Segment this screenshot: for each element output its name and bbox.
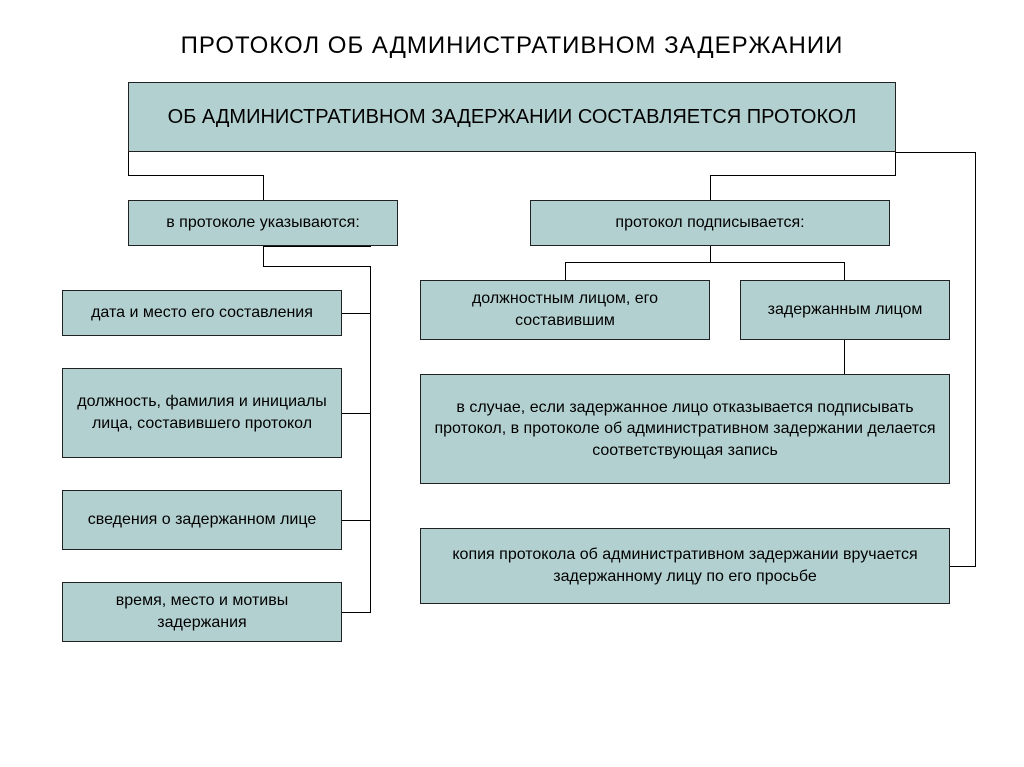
conn-root-right-v2 — [710, 175, 711, 200]
right-big-2: копия протокола об административном заде… — [420, 528, 950, 604]
root-box: ОБ АДМИНИСТРАТИВНОМ ЗАДЕРЖАНИИ СОСТАВЛЯЕ… — [128, 82, 896, 152]
right-header: протокол подписывается: — [530, 200, 890, 246]
left-item-3: время, место и мотивы задержания — [62, 582, 342, 642]
conn-root-left-v1 — [128, 152, 129, 176]
conn-root-left-v2 — [263, 175, 264, 200]
conn-lh-bus-v — [370, 266, 371, 612]
page-title: ПРОТОКОЛ ОБ АДМИНИСТРАТИВНОМ ЗАДЕРЖАНИИ — [0, 0, 1024, 60]
conn-l3 — [342, 612, 371, 613]
right-big-1: в случае, если задержанное лицо отказыва… — [420, 374, 950, 484]
conn-root-right-v1 — [895, 152, 896, 176]
conn-root-big2-h1 — [896, 152, 976, 153]
conn-root-big2-h2 — [950, 566, 976, 567]
conn-l1 — [342, 413, 371, 414]
left-header: в протоколе указываются: — [128, 200, 398, 246]
conn-root-left-h — [128, 175, 264, 176]
conn-lh-bus-h — [263, 246, 371, 247]
conn-rb-big1-v — [844, 340, 845, 374]
conn-l2 — [342, 520, 371, 521]
conn-rh-drop — [710, 246, 711, 262]
conn-root-big2-v1 — [975, 152, 976, 566]
left-item-0: дата и место его составления — [62, 290, 342, 336]
conn-rh-h — [565, 262, 845, 263]
conn-lh-hz — [263, 266, 371, 267]
conn-lh-drop — [263, 246, 264, 266]
conn-rh-v-a — [565, 262, 566, 280]
conn-root-right-h — [710, 175, 896, 176]
conn-rh-v-b — [844, 262, 845, 280]
right-row1-1: задержанным лицом — [740, 280, 950, 340]
conn-l0 — [342, 313, 371, 314]
left-item-2: сведения о задержанном лице — [62, 490, 342, 550]
right-row1-0: должностным лицом, его составившим — [420, 280, 710, 340]
left-item-1: должность, фамилия и инициалы лица, сост… — [62, 368, 342, 458]
